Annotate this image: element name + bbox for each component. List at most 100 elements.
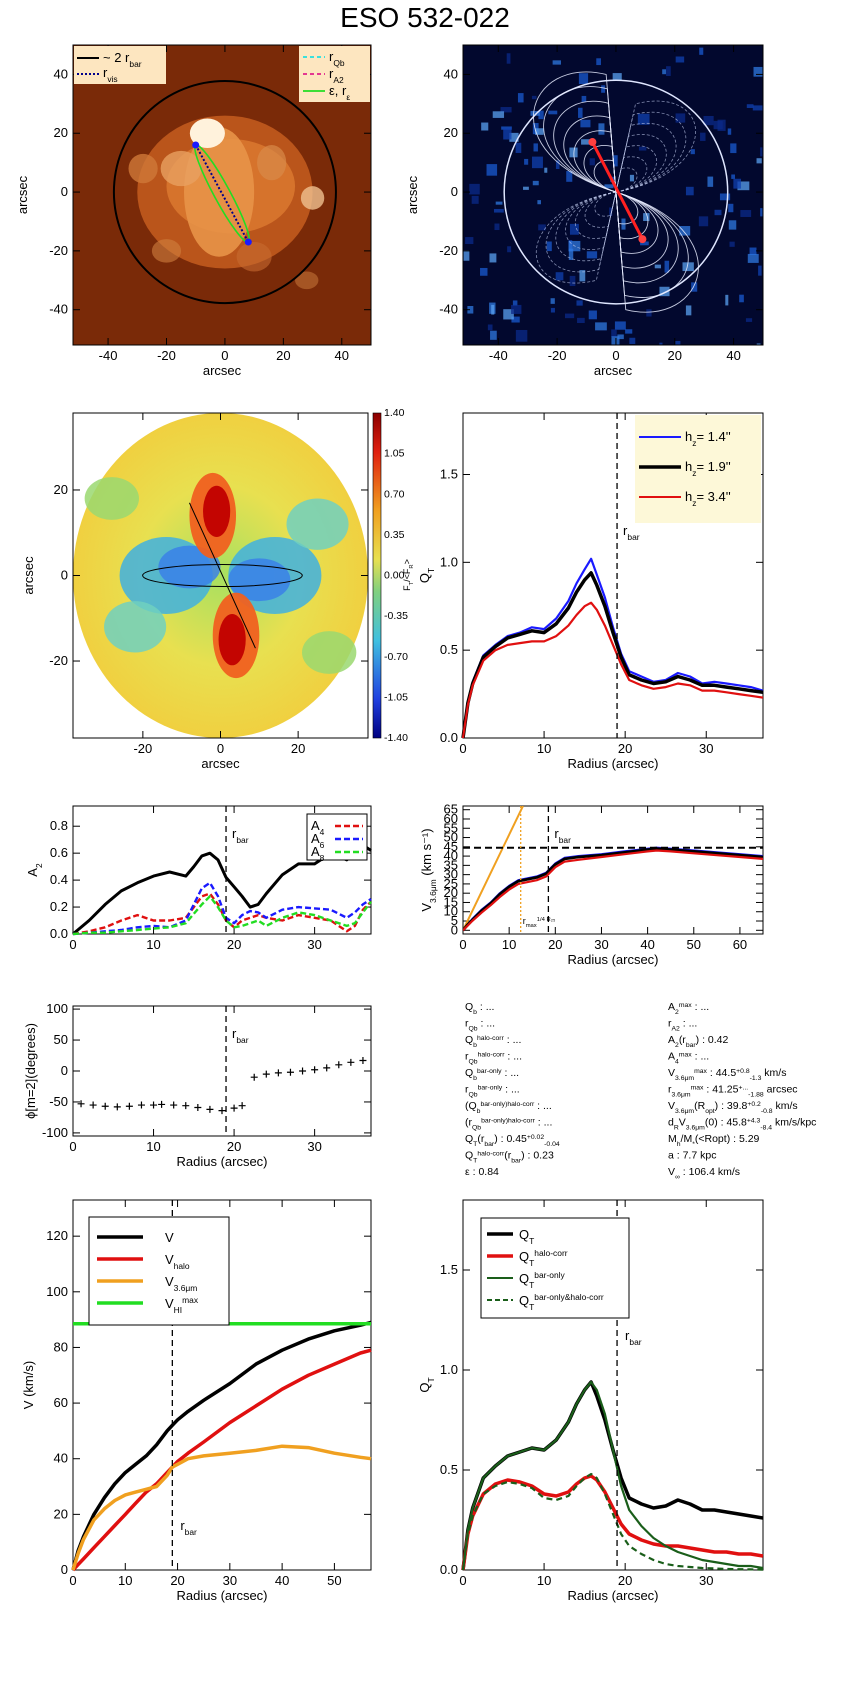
noise-speckle [577, 318, 585, 323]
y-tick-label: 0.8 [50, 818, 68, 833]
text-span: > [402, 559, 412, 564]
text-span: : 41.25 [703, 1084, 738, 1096]
bar-end-dot [245, 239, 252, 246]
text-span: Q [465, 1034, 473, 1046]
parameter-row: rQbbar-only : ... [465, 1084, 520, 1099]
phase-point [347, 1059, 354, 1066]
text-span: +0.02 [527, 1134, 544, 1141]
x-tick-label: 40 [275, 1573, 289, 1588]
text-span: 3.6μm [672, 1091, 691, 1098]
phase-point [182, 1102, 189, 1109]
y-tick-label: 100 [46, 1284, 68, 1299]
x-tick-label: 20 [276, 348, 290, 363]
y-tick-label: 65 [444, 802, 458, 817]
text-span: 3.6μm [428, 879, 438, 903]
y-tick-label: 40 [54, 1451, 68, 1466]
phase-point [359, 1057, 366, 1064]
noise-speckle [728, 128, 731, 134]
noise-speckle [551, 308, 555, 313]
text-span: bar-only [478, 1084, 503, 1091]
panel-parameters: Qb : ...rQb : ...Qbhalo-corr : ...rQbhal… [465, 1001, 816, 1181]
text-span: ) : 0.42 [696, 1034, 729, 1046]
noise-speckle [582, 96, 587, 102]
noise-speckle [507, 53, 511, 63]
y-tick-label: 0 [451, 184, 458, 199]
text-span: bar [627, 532, 639, 542]
y-tick-label: -100 [42, 1125, 68, 1140]
text-span: A [668, 1001, 675, 1013]
text-span: bar [236, 1035, 248, 1045]
qt-decomp-series [463, 1474, 763, 1570]
noise-speckle [490, 331, 497, 340]
x-tick-label: 30 [307, 937, 321, 952]
x-axis-label: arcsec [203, 363, 242, 378]
text-span: : ... [477, 1001, 495, 1013]
bar-end-dot [192, 142, 199, 149]
text-span: : 106.4 km/s [680, 1166, 740, 1178]
text-span: A2 [672, 1025, 681, 1032]
text-span: 1/4 R₂₅ [537, 917, 556, 923]
phase-point [311, 1066, 318, 1073]
x-tick-label: 30 [594, 937, 608, 952]
phase-point [219, 1107, 226, 1114]
text-span: bar [129, 59, 141, 69]
text-span: vis [107, 74, 117, 84]
text-span: Q [519, 1271, 529, 1286]
parameter-row: rQb : ... [465, 1018, 495, 1033]
parameter-row: QThalo-corr(rbar) : 0.23 [465, 1150, 554, 1165]
text-span: (0) : 45.8 [705, 1117, 747, 1129]
noise-speckle [639, 147, 646, 151]
text-span: T [529, 1280, 534, 1290]
phase-point [126, 1103, 133, 1110]
text-span: : ... [478, 1018, 496, 1030]
noise-speckle [494, 209, 504, 213]
text-span: V (km/s) [21, 1361, 36, 1409]
text-span: = 3.4'' [696, 489, 730, 504]
galaxy-blob [257, 145, 286, 180]
noise-speckle [469, 184, 479, 195]
text-span: A [668, 1051, 675, 1063]
x-tick-label: -20 [548, 348, 567, 363]
parameter-row: ε : 0.84 [465, 1166, 499, 1178]
panel-velocity-curve: 0 10 20 30 40 50 6005101520253035404550556065R… [419, 802, 763, 967]
x-axis-label: arcsec [594, 363, 633, 378]
text-span: Q [417, 1383, 432, 1393]
x-tick-label: 10 [537, 1573, 551, 1588]
noise-speckle [707, 177, 713, 187]
y-tick-label: 0 [61, 1063, 68, 1078]
qt-decomp-series [463, 1476, 763, 1570]
y-tick-label: 1.0 [440, 1362, 458, 1377]
text-span: b [477, 1108, 481, 1115]
y-tick-label: 20 [54, 125, 68, 140]
text-span: : ... [534, 1100, 552, 1112]
noise-speckle [496, 202, 503, 205]
noise-speckle [595, 322, 607, 330]
text-span: V [668, 1100, 675, 1112]
x-tick-label: 0 [221, 348, 228, 363]
y-tick-label: 120 [46, 1228, 68, 1243]
x-tick-label: 10 [537, 741, 551, 756]
x-tick-label: 0 [459, 741, 466, 756]
y-tick-label: 0.5 [440, 642, 458, 657]
text-span: +... [738, 1084, 748, 1091]
noise-speckle [516, 143, 522, 153]
text-span: km/s [773, 1100, 798, 1112]
y-tick-label: 20 [54, 482, 68, 497]
text-span: V [165, 1252, 174, 1267]
galaxy-blob [161, 151, 202, 186]
text-span: +4.3 [747, 1117, 761, 1124]
x-tick-label: 40 [335, 348, 349, 363]
x-tick-label: 30 [699, 1573, 713, 1588]
text-span: : 44.5 [707, 1067, 736, 1079]
bar-end-dot [638, 235, 646, 243]
panel-phase: 0 10 20 30 -100 -50 0 50 100 Radius (arcsec) ϕ[m=2… [23, 1001, 371, 1169]
text-span: ϕ[m=2](degrees) [23, 1023, 38, 1119]
amplitude-series [73, 896, 371, 934]
text-span: arcsec [15, 175, 30, 214]
colorbar-tick-label: -0.70 [384, 651, 408, 663]
y-tick-label: 20 [54, 1506, 68, 1521]
noise-speckle [750, 248, 757, 255]
noise-speckle [589, 311, 597, 320]
x-tick-label: 10 [502, 937, 516, 952]
colorbar-tick-label: 1.05 [384, 448, 405, 460]
